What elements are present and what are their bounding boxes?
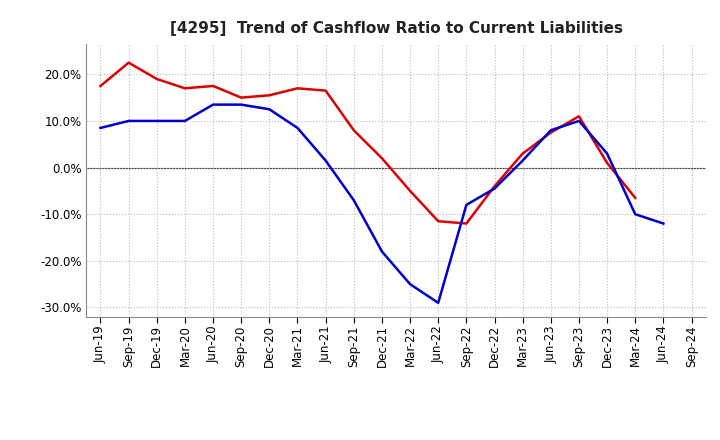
Operating CF to Current Liabilities [462,221,471,226]
Operating CF to Current Liabilities [575,114,583,119]
Operating CF to Current Liabilities [518,151,527,156]
Free CF to Current Liabilities [321,158,330,163]
Operating CF to Current Liabilities [181,86,189,91]
Operating CF to Current Liabilities [321,88,330,93]
Operating CF to Current Liabilities [265,93,274,98]
Line: Free CF to Current Liabilities: Free CF to Current Liabilities [101,105,663,303]
Free CF to Current Liabilities [575,118,583,124]
Free CF to Current Liabilities [237,102,246,107]
Operating CF to Current Liabilities [434,219,443,224]
Operating CF to Current Liabilities [125,60,133,65]
Free CF to Current Liabilities [546,128,555,133]
Free CF to Current Liabilities [434,300,443,305]
Free CF to Current Liabilities [406,282,415,287]
Free CF to Current Liabilities [349,198,358,203]
Operating CF to Current Liabilities [377,156,386,161]
Operating CF to Current Liabilities [237,95,246,100]
Operating CF to Current Liabilities [349,128,358,133]
Free CF to Current Liabilities [659,221,667,226]
Operating CF to Current Liabilities [406,188,415,194]
Operating CF to Current Liabilities [153,76,161,81]
Free CF to Current Liabilities [377,249,386,254]
Operating CF to Current Liabilities [209,83,217,88]
Free CF to Current Liabilities [181,118,189,124]
Free CF to Current Liabilities [462,202,471,208]
Operating CF to Current Liabilities [96,83,105,88]
Free CF to Current Liabilities [209,102,217,107]
Operating CF to Current Liabilities [603,160,611,165]
Free CF to Current Liabilities [96,125,105,131]
Free CF to Current Liabilities [293,125,302,131]
Title: [4295]  Trend of Cashflow Ratio to Current Liabilities: [4295] Trend of Cashflow Ratio to Curren… [169,21,623,36]
Operating CF to Current Liabilities [631,195,639,201]
Operating CF to Current Liabilities [293,86,302,91]
Free CF to Current Liabilities [265,106,274,112]
Free CF to Current Liabilities [490,186,499,191]
Free CF to Current Liabilities [518,158,527,163]
Operating CF to Current Liabilities [546,130,555,135]
Free CF to Current Liabilities [603,151,611,156]
Line: Operating CF to Current Liabilities: Operating CF to Current Liabilities [101,62,635,224]
Free CF to Current Liabilities [631,212,639,217]
Free CF to Current Liabilities [125,118,133,124]
Free CF to Current Liabilities [153,118,161,124]
Operating CF to Current Liabilities [490,183,499,189]
